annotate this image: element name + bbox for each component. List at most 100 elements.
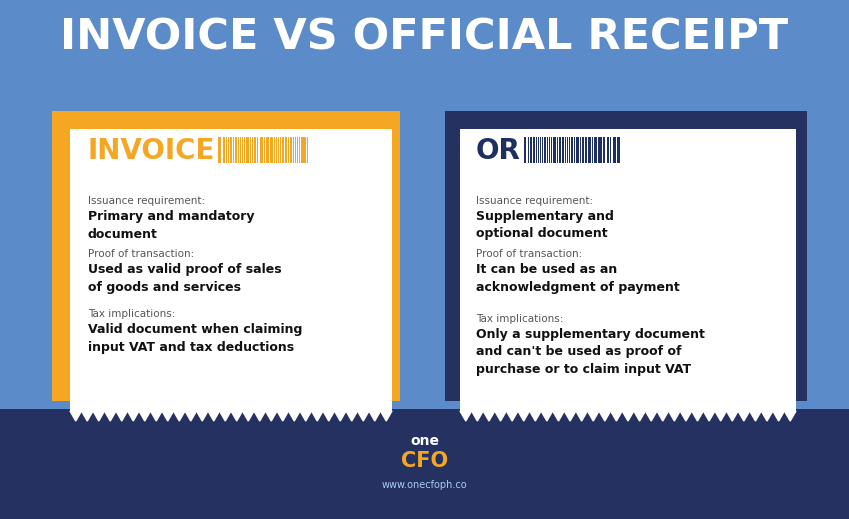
Polygon shape xyxy=(162,411,173,421)
Polygon shape xyxy=(150,411,162,421)
Text: Valid document when claiming
input VAT and tax deductions: Valid document when claiming input VAT a… xyxy=(88,323,302,353)
Bar xyxy=(571,137,573,163)
Bar xyxy=(611,137,612,163)
Text: OR: OR xyxy=(476,137,521,165)
Bar xyxy=(589,137,591,163)
Polygon shape xyxy=(530,411,541,421)
Bar xyxy=(297,137,298,163)
Polygon shape xyxy=(196,411,208,421)
Bar xyxy=(559,137,561,163)
Polygon shape xyxy=(266,411,277,421)
Polygon shape xyxy=(93,411,104,421)
Bar xyxy=(270,137,273,163)
Polygon shape xyxy=(657,411,668,421)
Bar xyxy=(548,137,550,163)
Bar xyxy=(293,137,294,163)
Polygon shape xyxy=(185,411,196,421)
Polygon shape xyxy=(346,411,357,421)
Bar xyxy=(254,137,256,163)
Bar xyxy=(580,137,581,163)
Bar xyxy=(530,137,532,163)
Polygon shape xyxy=(715,411,727,421)
Bar xyxy=(528,137,529,163)
Bar xyxy=(218,137,221,163)
Polygon shape xyxy=(208,411,220,421)
Polygon shape xyxy=(668,411,680,421)
Polygon shape xyxy=(220,411,231,421)
Polygon shape xyxy=(599,411,610,421)
Polygon shape xyxy=(116,411,127,421)
Polygon shape xyxy=(254,411,266,421)
Bar xyxy=(460,129,796,411)
Polygon shape xyxy=(139,411,150,421)
Bar xyxy=(613,137,616,163)
Bar xyxy=(526,137,527,163)
Bar xyxy=(278,137,279,163)
Polygon shape xyxy=(576,411,588,421)
Bar xyxy=(264,137,265,163)
Polygon shape xyxy=(357,411,369,421)
Polygon shape xyxy=(588,411,599,421)
Bar xyxy=(551,137,552,163)
Bar xyxy=(547,137,548,163)
Bar xyxy=(276,137,278,163)
Polygon shape xyxy=(703,411,715,421)
Text: Proof of transaction:: Proof of transaction: xyxy=(88,249,194,259)
Bar xyxy=(593,137,594,163)
Polygon shape xyxy=(727,411,738,421)
Bar xyxy=(524,137,526,163)
Polygon shape xyxy=(323,411,335,421)
Bar xyxy=(299,137,300,163)
Polygon shape xyxy=(312,411,323,421)
Bar xyxy=(569,137,570,163)
Bar xyxy=(70,129,392,411)
Bar xyxy=(582,137,584,163)
Bar xyxy=(607,137,609,163)
Polygon shape xyxy=(762,411,773,421)
Bar xyxy=(592,137,593,163)
Bar xyxy=(235,137,237,163)
Polygon shape xyxy=(565,411,576,421)
Polygon shape xyxy=(70,411,82,421)
Polygon shape xyxy=(773,411,784,421)
Polygon shape xyxy=(231,411,243,421)
Polygon shape xyxy=(541,411,553,421)
Bar xyxy=(307,137,308,163)
Bar xyxy=(605,137,606,163)
Bar xyxy=(595,137,597,163)
Bar xyxy=(266,137,267,163)
Bar xyxy=(553,137,554,163)
Polygon shape xyxy=(506,411,518,421)
Polygon shape xyxy=(750,411,762,421)
Polygon shape xyxy=(634,411,645,421)
Bar xyxy=(618,137,620,163)
Bar xyxy=(290,137,292,163)
Bar xyxy=(542,137,543,163)
Bar xyxy=(268,137,269,163)
Polygon shape xyxy=(460,411,471,421)
Bar xyxy=(284,137,287,163)
Bar xyxy=(601,137,602,163)
Bar xyxy=(238,137,239,163)
Bar xyxy=(273,137,275,163)
Polygon shape xyxy=(610,411,622,421)
Bar xyxy=(223,137,225,163)
Polygon shape xyxy=(380,411,392,421)
Bar xyxy=(256,137,257,163)
Polygon shape xyxy=(622,411,634,421)
Text: Primary and mandatory
document: Primary and mandatory document xyxy=(88,210,255,240)
Text: INVOICE: INVOICE xyxy=(88,137,216,165)
Bar xyxy=(536,137,537,163)
Polygon shape xyxy=(127,411,139,421)
Polygon shape xyxy=(738,411,750,421)
Text: INVOICE VS OFFICIAL RECEIPT: INVOICE VS OFFICIAL RECEIPT xyxy=(60,16,789,58)
Polygon shape xyxy=(471,411,483,421)
Polygon shape xyxy=(483,411,495,421)
Bar xyxy=(52,111,400,401)
Bar xyxy=(288,137,290,163)
Bar xyxy=(0,409,849,519)
Bar xyxy=(585,137,587,163)
Bar xyxy=(261,137,263,163)
Text: Issuance requirement:: Issuance requirement: xyxy=(476,196,593,206)
Text: Supplementary and
optional document: Supplementary and optional document xyxy=(476,210,614,240)
